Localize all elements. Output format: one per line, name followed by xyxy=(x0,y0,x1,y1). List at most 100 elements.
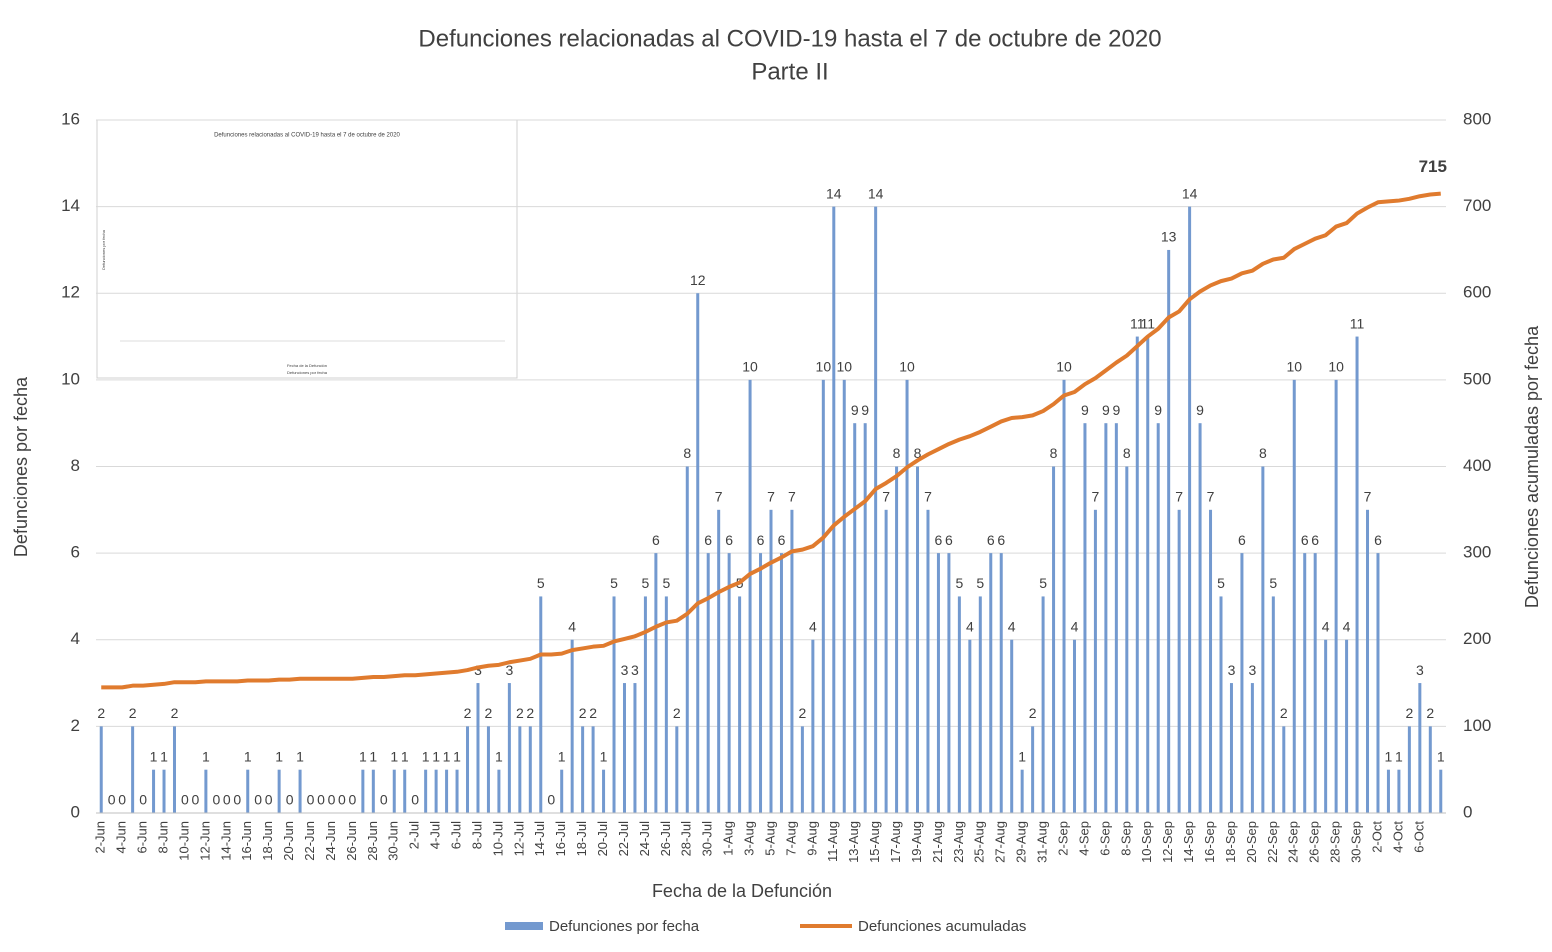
bar xyxy=(748,379,752,813)
data-label: 14 xyxy=(1182,185,1198,201)
data-label: 7 xyxy=(767,489,775,505)
chart-subtitle: Parte II xyxy=(751,58,828,85)
data-label: 9 xyxy=(1112,402,1120,418)
data-label: 9 xyxy=(1102,402,1110,418)
legend-label: Defunciones por fecha xyxy=(549,918,700,935)
data-label: 0 xyxy=(192,792,200,808)
y2-tick-label: 100 xyxy=(1463,716,1491,735)
data-label: 1 xyxy=(150,748,158,764)
x-tick-label: 31-Aug xyxy=(1035,821,1050,863)
data-label: 2 xyxy=(129,705,137,721)
data-label: 13 xyxy=(1161,229,1177,245)
data-label: 0 xyxy=(212,792,220,808)
data-label: 2 xyxy=(526,705,534,721)
data-label: 0 xyxy=(265,792,273,808)
data-label: 2 xyxy=(579,705,587,721)
bar xyxy=(612,596,616,813)
data-label: 10 xyxy=(836,359,852,375)
data-label: 0 xyxy=(108,792,116,808)
bar xyxy=(497,769,501,813)
x-tick-label: 23-Aug xyxy=(951,821,966,863)
data-label: 6 xyxy=(652,532,660,548)
y-tick-label: 0 xyxy=(71,802,80,821)
bar xyxy=(1250,683,1254,813)
bar xyxy=(1198,423,1202,813)
bar xyxy=(1093,509,1097,813)
bar xyxy=(999,553,1003,813)
bar xyxy=(675,726,679,813)
inset-image: Defunciones relacionadas al COVID-19 has… xyxy=(96,119,518,379)
bar xyxy=(434,769,438,813)
x-tick-label: 6-Jul xyxy=(448,821,463,849)
bar xyxy=(298,769,302,813)
x-tick-label: 24-Jul xyxy=(637,821,652,857)
data-label: 14 xyxy=(826,185,842,201)
bar xyxy=(1041,596,1045,813)
data-label: 8 xyxy=(914,445,922,461)
data-label: 14 xyxy=(868,185,884,201)
data-label: 6 xyxy=(1311,532,1319,548)
bar xyxy=(853,423,857,813)
x-tick-label: 10-Jun xyxy=(176,821,191,861)
x-tick-label: 6-Jun xyxy=(135,821,150,854)
data-label: 7 xyxy=(788,489,796,505)
bar xyxy=(204,769,208,813)
y2-tick-label: 700 xyxy=(1463,196,1491,215)
y-tick-label: 8 xyxy=(71,456,80,475)
bar xyxy=(1114,423,1118,813)
x-tick-label: 14-Jul xyxy=(532,821,547,857)
data-label: 6 xyxy=(935,532,943,548)
data-label: 7 xyxy=(1207,489,1215,505)
data-label: 1 xyxy=(160,748,168,764)
data-label: 5 xyxy=(1269,575,1277,591)
bar xyxy=(727,553,731,813)
bar xyxy=(1020,769,1024,813)
data-label: 3 xyxy=(505,662,513,678)
bar xyxy=(528,726,532,813)
x-tick-label: 2-Oct xyxy=(1369,821,1384,853)
bar xyxy=(1156,423,1160,813)
y-tick-label: 12 xyxy=(61,283,80,302)
data-label: 9 xyxy=(1154,402,1162,418)
y2-tick-label: 800 xyxy=(1463,109,1491,128)
data-label: 5 xyxy=(537,575,545,591)
data-label: 8 xyxy=(683,445,691,461)
x-tick-label: 28-Sep xyxy=(1328,821,1343,863)
bar xyxy=(821,379,825,813)
data-label: 7 xyxy=(1092,489,1100,505)
bar xyxy=(968,639,972,813)
bar xyxy=(1072,639,1076,813)
bar xyxy=(581,726,585,813)
x-tick-label: 16-Jun xyxy=(239,821,254,861)
bar xyxy=(654,553,658,813)
data-label: 4 xyxy=(1071,618,1079,634)
bar xyxy=(1386,769,1390,813)
x-tick-label: 20-Sep xyxy=(1244,821,1259,863)
data-label: 3 xyxy=(631,662,639,678)
bar xyxy=(916,466,920,813)
bar xyxy=(1282,726,1286,813)
y2-tick-label: 200 xyxy=(1463,629,1491,648)
data-label: 10 xyxy=(742,359,758,375)
bar xyxy=(978,596,982,813)
data-label: 6 xyxy=(997,532,1005,548)
x-tick-label: 19-Aug xyxy=(909,821,924,863)
data-label: 4 xyxy=(568,618,576,634)
bar xyxy=(1209,509,1213,813)
bar xyxy=(759,553,763,813)
end-label: 715 xyxy=(1419,157,1447,176)
x-tick-label: 1-Aug xyxy=(721,821,736,856)
data-label: 0 xyxy=(233,792,241,808)
y2-axis-label: Defunciones acumuladas por fecha xyxy=(1522,325,1542,608)
bar xyxy=(172,726,176,813)
data-label: 10 xyxy=(816,359,832,375)
bar xyxy=(717,509,721,813)
data-label: 4 xyxy=(1322,618,1330,634)
inset-legend: Defunciones por fecha xyxy=(287,370,328,375)
x-tick-label: 7-Aug xyxy=(783,821,798,856)
bar xyxy=(1376,553,1380,813)
y-tick-label: 6 xyxy=(71,543,80,562)
bar xyxy=(246,769,250,813)
inset-x-label: Fecha de la Defunción xyxy=(287,363,327,368)
